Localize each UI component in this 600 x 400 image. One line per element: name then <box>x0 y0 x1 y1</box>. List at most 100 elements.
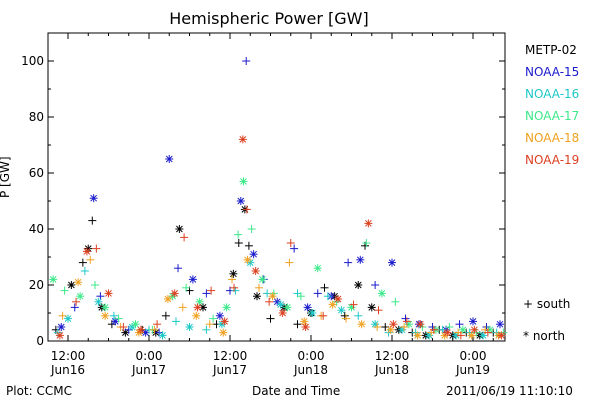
data-point <box>202 325 211 334</box>
data-point <box>88 216 97 225</box>
y-axis-label: P [GW] <box>0 156 12 198</box>
data-point <box>313 289 322 298</box>
data-point <box>229 269 238 278</box>
data-point <box>300 317 309 326</box>
data-point <box>258 275 267 284</box>
data-point <box>301 323 310 331</box>
data-point <box>438 325 447 334</box>
data-point <box>114 314 123 323</box>
x-tick-label: 12:00 <box>375 349 410 363</box>
data-point <box>356 255 365 264</box>
data-point <box>313 264 322 273</box>
data-point <box>456 331 465 340</box>
data-point <box>89 194 98 203</box>
data-point <box>247 225 256 233</box>
data-point <box>92 244 101 253</box>
legend-item: METP-02 <box>525 43 577 57</box>
data-point <box>413 331 422 340</box>
ticks: 02040608010012:00Jun160:00Jun1712:00Jun1… <box>21 33 505 377</box>
data-point <box>276 300 285 309</box>
data-point <box>389 320 398 329</box>
legend-item: NOAA-16 <box>525 87 580 101</box>
data-point <box>109 311 118 320</box>
data-point <box>94 297 103 306</box>
y-tick-label: 40 <box>29 222 44 236</box>
y-tick-label: 20 <box>29 278 44 292</box>
data-points <box>49 57 508 340</box>
data-point <box>150 325 159 334</box>
data-point <box>255 283 264 292</box>
data-point <box>76 292 85 301</box>
data-point <box>469 317 477 326</box>
data-point <box>349 300 358 309</box>
x-tick-date: Jun17 <box>131 363 166 377</box>
data-point <box>344 258 353 267</box>
data-point <box>455 320 464 329</box>
data-point <box>174 264 183 273</box>
data-point <box>153 320 162 329</box>
data-point <box>391 297 400 306</box>
data-point <box>268 292 277 301</box>
y-tick-label: 80 <box>29 110 44 124</box>
data-point <box>49 275 58 284</box>
data-point <box>57 323 66 331</box>
data-point <box>285 258 294 267</box>
legend-item: NOAA-17 <box>525 109 580 123</box>
data-point <box>388 258 396 267</box>
data-point <box>188 275 197 284</box>
x-tick-date: Jun18 <box>374 363 409 377</box>
data-point <box>178 303 187 312</box>
data-point <box>234 239 243 247</box>
data-point <box>334 295 342 303</box>
data-point <box>362 239 371 247</box>
data-point <box>219 328 228 337</box>
data-point <box>303 303 312 312</box>
data-point <box>121 328 130 337</box>
data-point <box>320 283 329 292</box>
data-point <box>357 320 366 329</box>
x-tick-label: 0:00 <box>298 349 325 363</box>
legend-item: NOAA-18 <box>525 131 580 145</box>
footer-timestamp: 2011/06/19 11:10:10 <box>446 384 573 398</box>
data-point <box>78 258 87 267</box>
marker-legend-item: * north <box>523 329 566 343</box>
data-point <box>416 320 425 329</box>
data-point <box>175 225 184 233</box>
data-point <box>483 328 492 337</box>
data-point <box>131 320 140 329</box>
data-point <box>286 239 295 247</box>
data-point <box>220 317 229 326</box>
data-point <box>293 320 302 329</box>
y-tick-label: 100 <box>21 54 44 68</box>
x-tick-label: 0:00 <box>136 349 163 363</box>
data-point <box>242 205 251 214</box>
data-point <box>60 286 69 295</box>
data-point <box>371 281 380 289</box>
x-tick-date: Jun18 <box>293 363 328 377</box>
data-point <box>296 292 305 301</box>
data-point <box>497 331 506 340</box>
data-point <box>192 311 201 320</box>
data-point <box>193 303 202 312</box>
x-tick-label: 12:00 <box>51 349 86 363</box>
data-point <box>402 317 411 326</box>
data-point <box>70 303 79 312</box>
data-point <box>202 289 211 298</box>
data-point <box>158 331 167 340</box>
data-point <box>342 314 351 323</box>
x-tick-label: 12:00 <box>213 349 248 363</box>
data-point <box>443 328 452 337</box>
x-tick-date: Jun16 <box>50 363 85 377</box>
footer-plot-credit: Plot: CCMC <box>6 384 72 398</box>
data-point <box>323 292 332 301</box>
data-point <box>161 311 170 320</box>
data-point <box>119 323 128 331</box>
data-point <box>101 311 110 320</box>
data-point <box>222 303 231 312</box>
data-point <box>136 325 145 334</box>
data-point <box>400 323 409 331</box>
axes <box>47 32 506 342</box>
data-point <box>429 325 438 334</box>
data-point <box>337 306 346 315</box>
data-point <box>185 323 194 331</box>
